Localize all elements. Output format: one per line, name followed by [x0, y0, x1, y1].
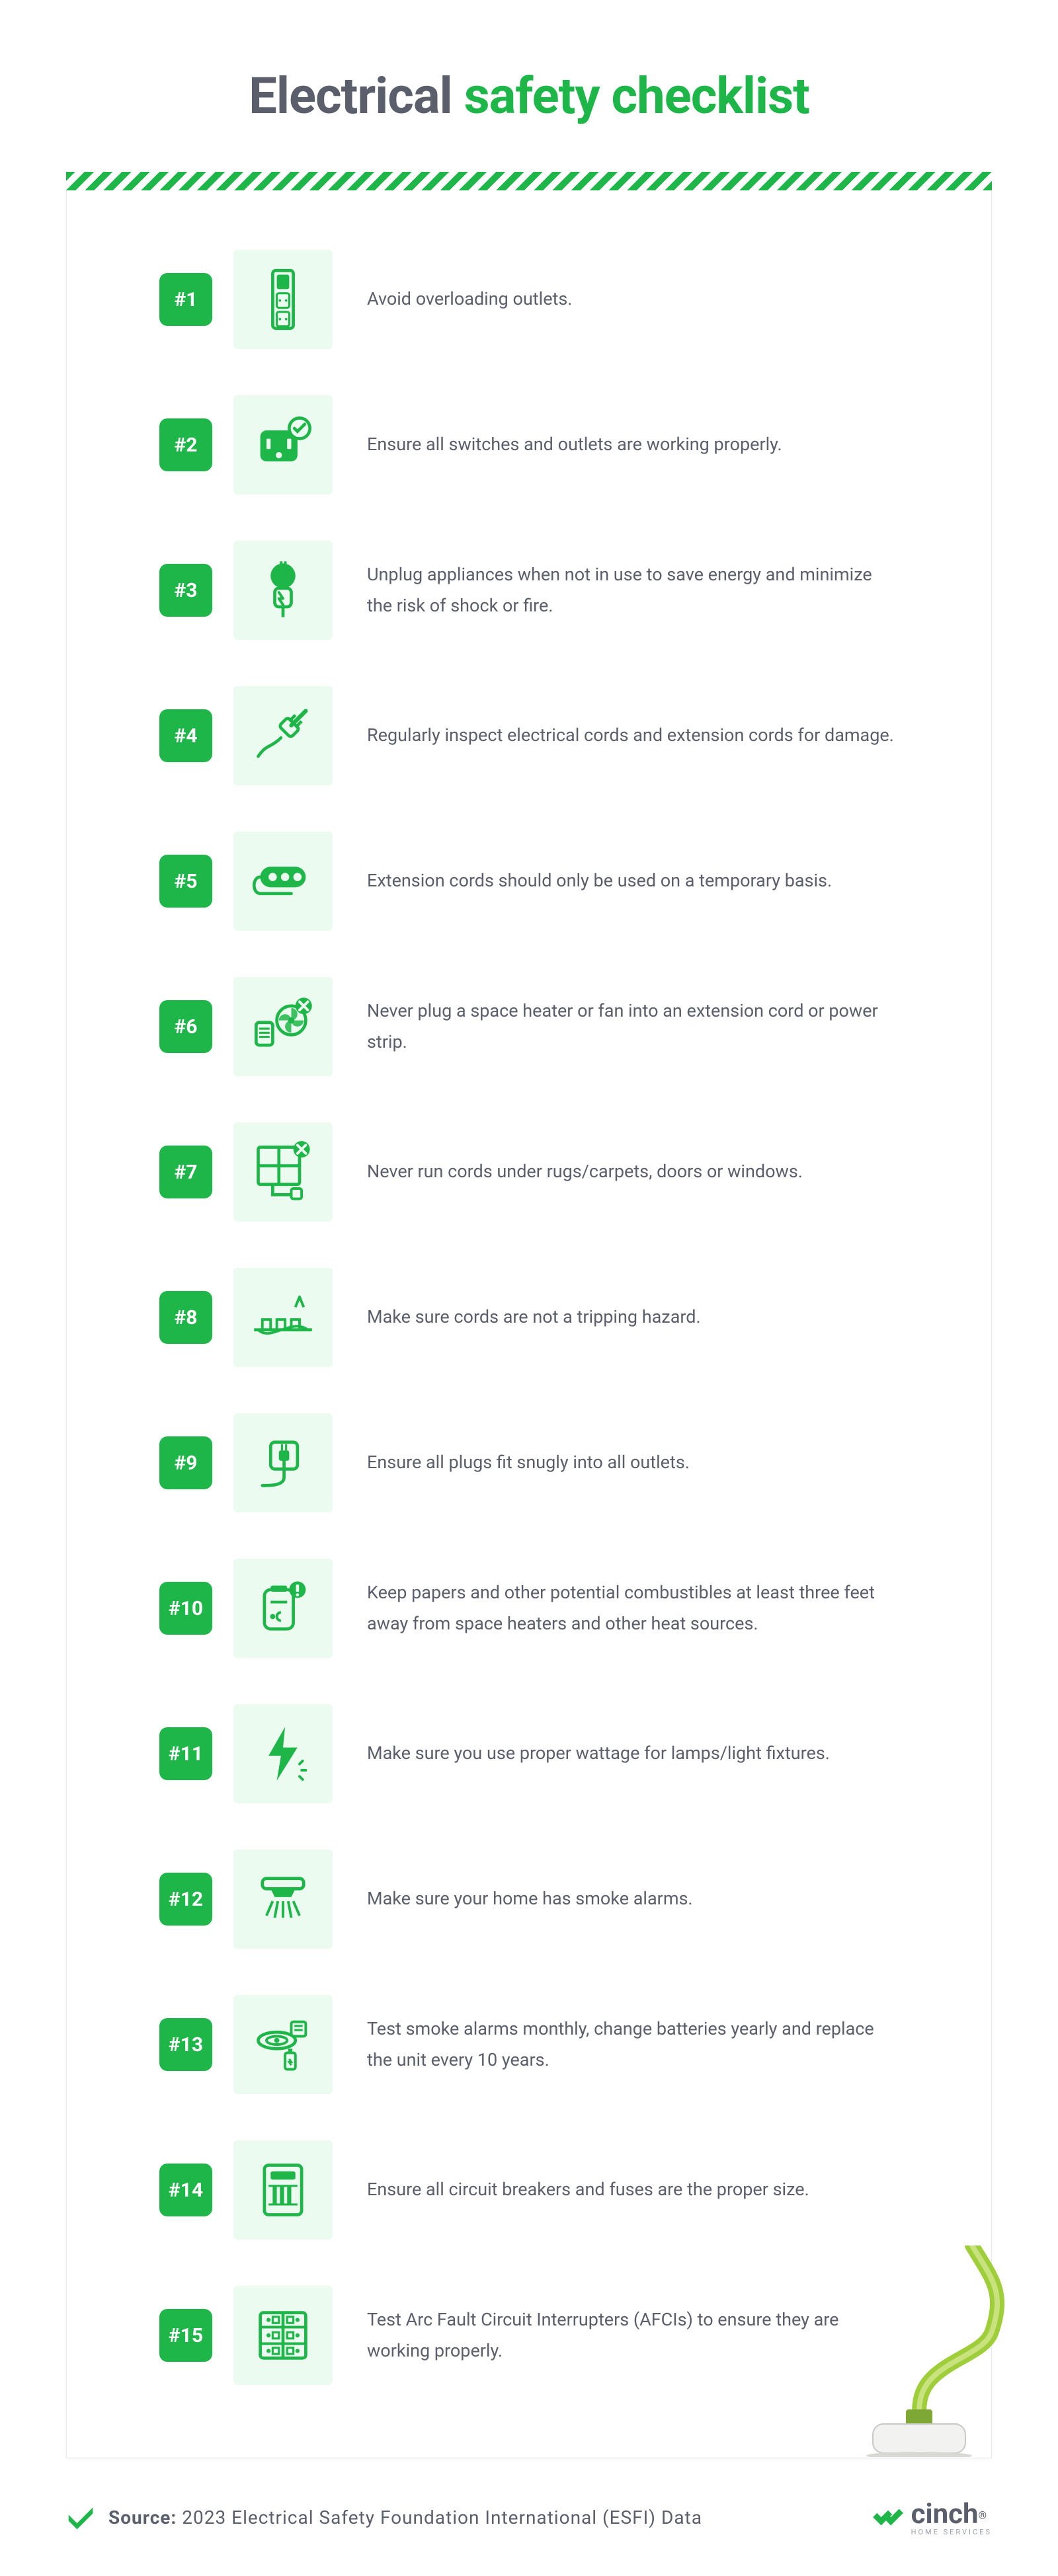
- item-number-badge: #3: [159, 564, 212, 617]
- item-description: Unplug appliances when not in use to sav…: [354, 559, 899, 622]
- item-description: Extension cords should only be used on a…: [354, 865, 899, 896]
- checklist-item: #6 Never plug a space heater or fan into …: [159, 977, 899, 1076]
- cord-damage-icon: [233, 686, 333, 785]
- double-check-icon: [872, 2501, 905, 2534]
- item-description: Ensure all plugs fit snugly into all out…: [354, 1447, 899, 1478]
- outlet-check-icon: [233, 395, 333, 494]
- checklist-item: #8 Make sure cords are not a tripping haz…: [159, 1268, 899, 1367]
- item-number-badge: #12: [159, 1873, 212, 1926]
- brand-logo: cinch® HOME SERVICES: [872, 2498, 992, 2536]
- title-part-1: Electrical: [249, 66, 452, 126]
- page-title: Electrical safety checklist: [66, 66, 992, 126]
- item-description: Never run cords under rugs/carpets, door…: [354, 1156, 899, 1187]
- item-number-badge: #15: [159, 2309, 212, 2362]
- item-description: Make sure your home has smoke alarms.: [354, 1883, 899, 1914]
- item-description: Keep papers and other potential combusti…: [354, 1577, 899, 1640]
- footer: Source: 2023 Electrical Safety Foundatio…: [66, 2498, 992, 2536]
- smoke-alarm-icon: [233, 1850, 333, 1949]
- heater-fan-x-icon: [233, 977, 333, 1076]
- source-body: 2023 Electrical Safety Foundation Intern…: [182, 2507, 702, 2528]
- checklist-card: #1 Avoid overloading outlets. #2 Ensure all…: [66, 190, 992, 2458]
- afci-panel-icon: [233, 2286, 333, 2385]
- item-number-badge: #14: [159, 2164, 212, 2216]
- source: Source: 2023 Electrical Safety Foundatio…: [66, 2503, 702, 2532]
- item-description: Ensure all circuit breakers and fuses ar…: [354, 2174, 899, 2205]
- item-description: Avoid overloading outlets.: [354, 284, 899, 315]
- checklist-item: #3 Unplug appliances when not in use to s…: [159, 541, 899, 640]
- outlet-overload-icon: [233, 250, 333, 349]
- item-number-badge: #1: [159, 273, 212, 326]
- checklist-item: #10 Keep papers and other potential combu…: [159, 1559, 899, 1658]
- item-number-badge: #5: [159, 855, 212, 908]
- item-description: Test Arc Fault Circuit Interrupters (AFC…: [354, 2304, 899, 2367]
- checklist-item: #5 Extension cords should only be used on…: [159, 832, 899, 931]
- checklist-item: #12 Make sure your home has smoke alarms.: [159, 1850, 899, 1949]
- checklist-item: #14 Ensure all circuit breakers and fuses…: [159, 2140, 899, 2240]
- window-cord-x-icon: [233, 1122, 333, 1222]
- source-label: Source:: [108, 2507, 177, 2528]
- checklist-item: #9 Ensure all plugs fit snugly into all o…: [159, 1413, 899, 1512]
- checklist-item: #11 Make sure you use proper wattage for …: [159, 1704, 899, 1803]
- item-number-badge: #10: [159, 1582, 212, 1635]
- item-description: Regularly inspect electrical cords and e…: [354, 720, 899, 751]
- trip-hazard-icon: [233, 1268, 333, 1367]
- logo-name: cinch: [911, 2498, 979, 2530]
- checklist-item: #13 Test smoke alarms monthly, change bat…: [159, 1995, 899, 2094]
- logo-sub: HOME SERVICES: [911, 2528, 992, 2536]
- wattage-bolt-icon: [233, 1704, 333, 1803]
- item-number-badge: #13: [159, 2018, 212, 2071]
- checklist-item: #1 Avoid overloading outlets.: [159, 250, 899, 349]
- item-description: Test smoke alarms monthly, change batter…: [354, 2013, 899, 2076]
- item-number-badge: #6: [159, 1000, 212, 1053]
- checklist-item: #4 Regularly inspect electrical cords and…: [159, 686, 899, 785]
- item-number-badge: #4: [159, 709, 212, 762]
- title-part-2: safety checklist: [464, 66, 809, 126]
- item-number-badge: #7: [159, 1146, 212, 1198]
- item-number-badge: #8: [159, 1291, 212, 1344]
- unplug-icon: [233, 541, 333, 640]
- plug-outlet-icon: [233, 1413, 333, 1512]
- item-description: Make sure you use proper wattage for lam…: [354, 1738, 899, 1769]
- source-text: Source: 2023 Electrical Safety Foundatio…: [108, 2507, 702, 2528]
- item-number-badge: #2: [159, 418, 212, 471]
- checklist-item: #2 Ensure all switches and outlets are wo…: [159, 395, 899, 494]
- diagonal-stripe-divider: [66, 172, 992, 190]
- combustible-icon: [233, 1559, 333, 1658]
- chevron-check-icon: [66, 2503, 95, 2532]
- item-number-badge: #9: [159, 1436, 212, 1489]
- item-number-badge: #11: [159, 1727, 212, 1780]
- alarm-test-icon: [233, 1995, 333, 2094]
- item-description: Make sure cords are not a tripping hazar…: [354, 1302, 899, 1333]
- checklist-item: #15 Test Arc Fault Circuit Interrupters (…: [159, 2286, 899, 2385]
- breaker-panel-icon: [233, 2140, 333, 2240]
- extension-cord-icon: [233, 832, 333, 931]
- checklist-item: #7 Never run cords under rugs/carpets, do…: [159, 1122, 899, 1222]
- registered-mark: ®: [979, 2509, 987, 2522]
- item-description: Never plug a space heater or fan into an…: [354, 995, 899, 1058]
- item-description: Ensure all switches and outlets are work…: [354, 429, 899, 460]
